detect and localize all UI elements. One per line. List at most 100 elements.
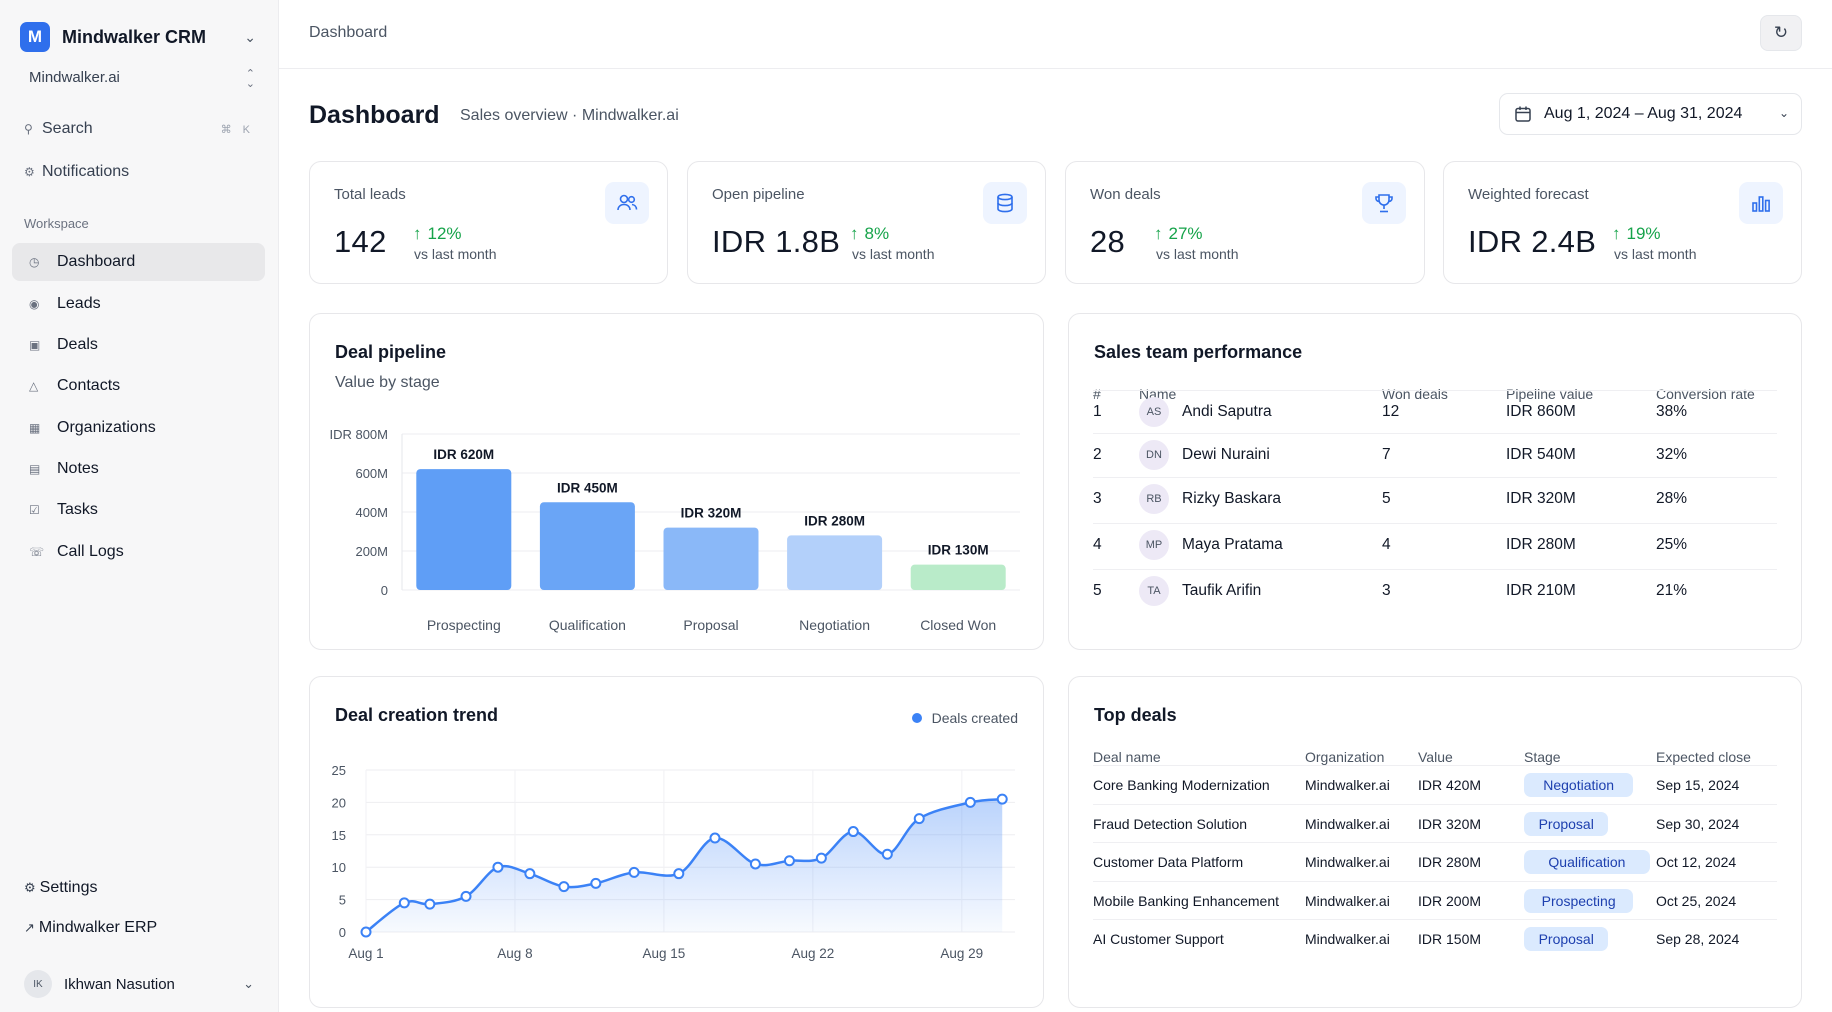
briefcase-icon: ▣	[29, 338, 41, 352]
column-header: Deal name	[1093, 749, 1161, 765]
bar-value-label: IDR 320M	[681, 506, 742, 521]
table-row[interactable]: 2 Dewi Nuraini 7 IDR 540M 32% DN	[1069, 433, 1803, 477]
breadcrumb: Dashboard	[309, 24, 388, 41]
erp-link[interactable]: ↗ Mindwalker ERP	[24, 919, 157, 937]
data-point[interactable]	[815, 852, 827, 864]
cell-close: Sep 28, 2024	[1656, 931, 1740, 947]
data-point[interactable]	[360, 926, 372, 938]
sidebar-item-call-logs[interactable]: ☏ Call Logs	[12, 533, 265, 571]
kpi-compare: vs last month	[1156, 246, 1239, 262]
bar-proposal[interactable]	[663, 527, 759, 590]
data-point[interactable]	[558, 881, 570, 893]
sidebar-item-notes[interactable]: ▤ Notes	[12, 450, 265, 488]
data-point[interactable]	[881, 848, 893, 860]
table-row[interactable]: 5 Taufik Arifin 3 IDR 210M 21% TA	[1069, 569, 1803, 613]
y-tick-label: 20	[332, 795, 346, 810]
bar-qualification[interactable]	[539, 502, 635, 590]
date-range-picker[interactable]: Aug 1, 2024 – Aug 31, 2024 ⌄	[1499, 93, 1802, 135]
y-tick-label: 600M	[355, 466, 388, 481]
cell-won: 4	[1382, 536, 1391, 553]
bar-closed-won[interactable]	[910, 564, 1006, 590]
data-point[interactable]	[460, 890, 472, 902]
cell-name: Fraud Detection Solution	[1093, 815, 1248, 832]
table-row[interactable]: Fraud Detection Solution Mindwalker.ai IDR…	[1069, 803, 1803, 842]
data-point[interactable]	[628, 866, 640, 878]
cell-org: Mindwalker.ai	[1305, 931, 1390, 947]
cell-rank: 3	[1093, 490, 1102, 507]
cell-pipeline: IDR 320M	[1506, 490, 1576, 507]
workspace-section-label: Workspace	[24, 216, 89, 231]
table-row[interactable]: 1 Andi Saputra 12 IDR 860M 38% AS	[1069, 390, 1803, 434]
bar-negotiation[interactable]	[787, 535, 883, 590]
top-deals-card: Top deals Deal name Organization Value S…	[1068, 676, 1802, 1008]
data-point[interactable]	[964, 796, 976, 808]
data-point[interactable]	[398, 897, 410, 909]
data-point[interactable]	[913, 813, 925, 825]
note-icon: ▤	[29, 462, 41, 476]
chart-legend: Deals created	[911, 710, 1018, 726]
data-point[interactable]	[673, 868, 685, 880]
column-header: Stage	[1524, 749, 1561, 765]
table-row[interactable]: AI Customer Support Mindwalker.ai IDR 150M…	[1069, 919, 1803, 957]
row-divider	[1093, 390, 1777, 391]
kpi-compare: vs last month	[852, 246, 935, 262]
kpi-card-open-pipeline: Open pipeline IDR 1.8B ↑ 8% vs last month	[687, 161, 1046, 284]
sidebar-item-contacts[interactable]: △ Contacts	[12, 367, 265, 405]
notifications-button[interactable]: ⚙ Notifications	[24, 159, 254, 185]
data-point[interactable]	[590, 877, 602, 889]
series-area	[366, 799, 1003, 932]
row-divider	[1093, 523, 1777, 524]
table-row[interactable]: Customer Data Platform Mindwalker.ai IDR 2…	[1069, 842, 1803, 880]
sidebar-item-deals[interactable]: ▣ Deals	[12, 326, 265, 364]
workspace-switcher[interactable]: M Mindwalker CRM ⌄	[20, 21, 260, 53]
sidebar-item-label: Dashboard	[57, 253, 136, 270]
kpi-delta: ↑ 12%	[413, 224, 462, 244]
data-point[interactable]	[424, 898, 436, 910]
sidebar-item-organizations[interactable]: ▦ Organizations	[12, 409, 265, 447]
user-menu[interactable]: IK Ikhwan Nasution ⌄	[24, 969, 254, 999]
bar-prospecting[interactable]	[416, 469, 512, 590]
search-shortcut: ⌘ K	[220, 123, 254, 136]
row-divider	[1093, 880, 1777, 882]
cell-name: Customer Data Platform	[1093, 854, 1244, 870]
refresh-button[interactable]: ↻	[1760, 15, 1802, 51]
table-row[interactable]: 4 Maya Pratama 4 IDR 280M 25% MP	[1069, 523, 1803, 567]
cell-rank: 5	[1093, 582, 1102, 599]
org-switcher[interactable]: Mindwalker.ai ⌃ ⌄	[29, 69, 255, 90]
bar-value-label: IDR 450M	[557, 480, 618, 495]
data-point[interactable]	[524, 868, 536, 880]
target-icon: ◉	[29, 297, 40, 311]
sidebar-item-label: Contacts	[57, 377, 121, 394]
table-row[interactable]: Mobile Banking Enhancement Mindwalker.ai I…	[1069, 880, 1803, 919]
clock-icon: ◷	[29, 255, 40, 269]
arrow-up-right-icon: ↗	[24, 920, 35, 935]
header-divider	[279, 68, 1832, 69]
column-header: Value	[1418, 749, 1453, 765]
sidebar-item-dashboard[interactable]: ◷ Dashboard	[12, 243, 265, 281]
table-row[interactable]: Core Banking Modernization Mindwalker.ai I…	[1069, 765, 1803, 803]
cell-name: Rizky Baskara	[1182, 490, 1282, 507]
data-point[interactable]	[847, 826, 859, 838]
cell-rank: 4	[1093, 536, 1102, 553]
deal-trend-card: Deal creation trend Deals created 0 5 10 15…	[309, 676, 1044, 1008]
card-subtitle: Value by stage	[335, 374, 440, 391]
data-point[interactable]	[783, 855, 795, 867]
settings-link[interactable]: ⚙ Settings	[24, 879, 97, 897]
data-point[interactable]	[709, 832, 721, 844]
cell-won: 12	[1382, 403, 1400, 420]
kpi-delta-value: 27%	[1168, 224, 1203, 243]
data-point[interactable]	[996, 793, 1008, 805]
kpi-card-won-deals: Won deals 28 ↑ 27% vs last month	[1065, 161, 1425, 284]
sidebar-item-leads[interactable]: ◉ Leads	[12, 285, 265, 323]
sidebar-item-tasks[interactable]: ☑ Tasks	[12, 491, 265, 529]
search-button[interactable]: ⚲ Search ⌘ K	[24, 116, 254, 142]
row-divider	[1093, 433, 1777, 434]
refresh-icon: ↻	[1773, 23, 1789, 42]
database-icon	[983, 182, 1027, 224]
y-tick-label: 25	[332, 763, 346, 778]
kpi-label: Won deals	[1090, 186, 1161, 203]
data-point[interactable]	[492, 861, 504, 873]
data-point[interactable]	[749, 858, 761, 870]
table-row[interactable]: 3 Rizky Baskara 5 IDR 320M 28% RB	[1069, 477, 1803, 521]
column-header: #	[1093, 386, 1101, 402]
